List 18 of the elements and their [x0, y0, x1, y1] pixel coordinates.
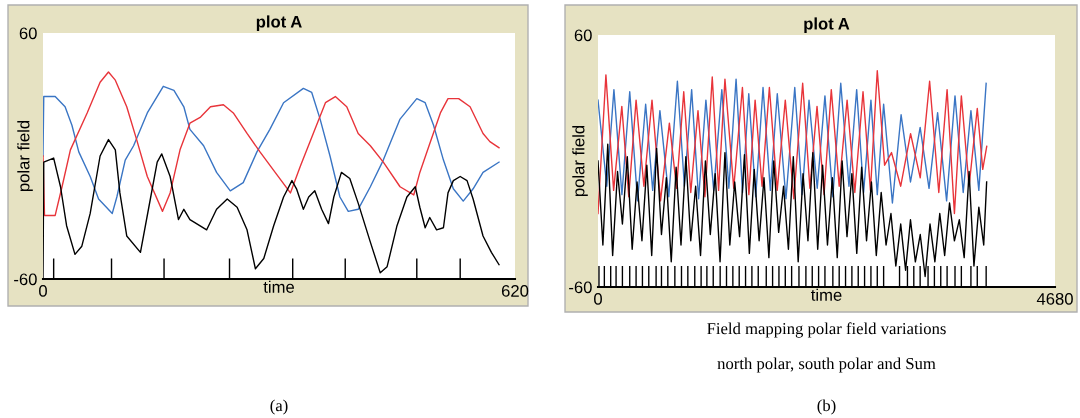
y-tick-label: 60: [19, 27, 37, 40]
x-axis-title: time: [811, 288, 842, 301]
y-tick-label: 60: [574, 29, 592, 42]
text: (b): [817, 399, 836, 415]
x-tick-label: 0: [594, 293, 602, 305]
chart-title: plot A: [256, 15, 302, 31]
text: north polar, south polar and Sum: [717, 357, 936, 373]
text: (a): [270, 399, 288, 415]
chart-title: plot A: [804, 17, 850, 33]
y-tick-label: -60: [569, 281, 592, 294]
y-axis-title: polar field: [17, 120, 33, 192]
y-axis-title: polar field: [572, 125, 588, 197]
x-axis-title: time: [263, 280, 294, 293]
y-tick-label: -60: [14, 273, 37, 286]
x-tick-label: 0: [39, 285, 47, 297]
x-tick-label: 4680: [1036, 293, 1073, 305]
x-tick-label: 620: [501, 285, 529, 297]
text: Field mapping polar field variations: [707, 322, 946, 338]
